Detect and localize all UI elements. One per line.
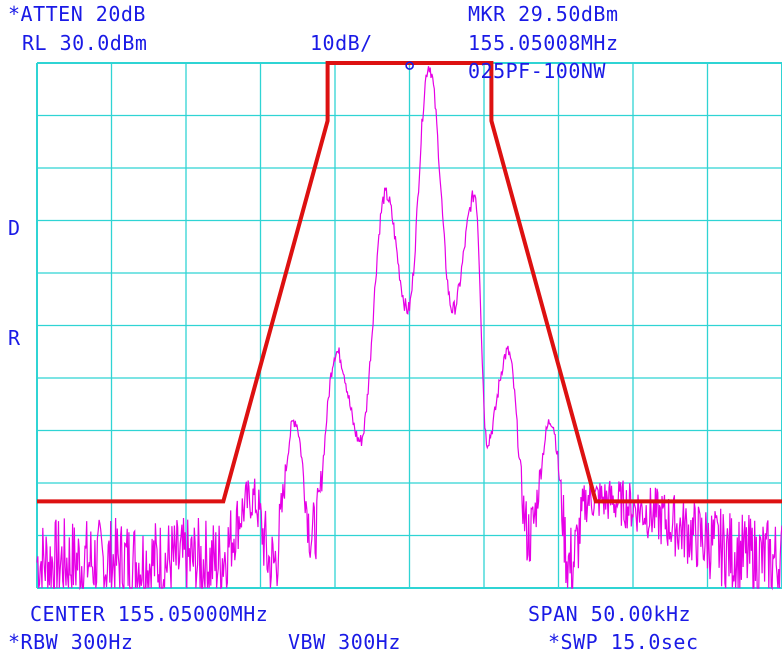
detector-flag-d: D	[8, 216, 21, 240]
marker-freq-readout: 155.05008MHz	[468, 31, 619, 55]
detector-flag-r: R	[8, 326, 21, 350]
rbw-readout: *RBW 300Hz	[8, 630, 134, 654]
ref-level-readout: RL 30.0dBm	[22, 31, 148, 55]
marker-level-readout: MKR 29.50dBm	[468, 2, 619, 26]
sweep-readout: *SWP 15.0sec	[548, 630, 699, 654]
vbw-readout: VBW 300Hz	[288, 630, 401, 654]
peak-marker	[405, 61, 414, 70]
mask-name-readout: 025PF-100NW	[468, 59, 606, 83]
graticule	[36, 62, 782, 589]
emission-mask	[37, 61, 782, 504]
spectrum-trace	[36, 66, 782, 591]
span-readout: SPAN 50.00kHz	[528, 602, 692, 626]
scale-readout: 10dB/	[310, 31, 373, 55]
atten-readout: *ATTEN 20dB	[8, 2, 146, 26]
center-freq-readout: CENTER 155.05000MHz	[30, 602, 269, 626]
